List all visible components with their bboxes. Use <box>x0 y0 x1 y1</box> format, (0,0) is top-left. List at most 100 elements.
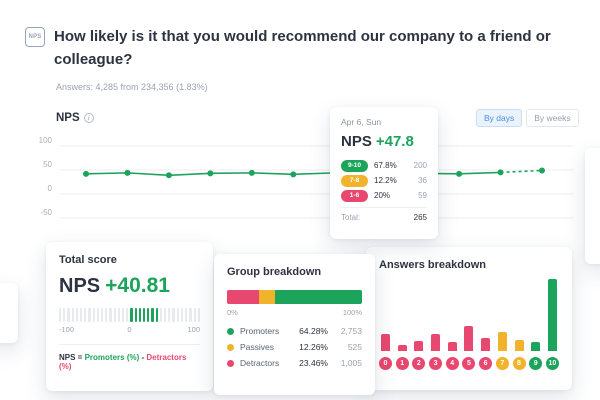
trend-title-label: NPS <box>56 112 80 124</box>
formula-lhs: NPS = <box>59 353 85 362</box>
answers-bar[interactable] <box>414 341 424 351</box>
score-circle-label: 9 <box>529 357 543 370</box>
answers-count-note: Answers: 4,285 from 234,356 (1.83%) <box>56 82 208 92</box>
answers-bar[interactable] <box>397 345 407 351</box>
formula-minus: - <box>139 353 147 362</box>
tooltip-nps-value: +47.8 <box>375 133 414 150</box>
legend-name: Promoters <box>240 326 280 336</box>
decor-card-left <box>0 283 18 343</box>
gauge-segment <box>176 308 179 322</box>
legend-name: Detractors <box>240 358 280 368</box>
group-breakdown-title: Group breakdown <box>227 266 322 278</box>
answers-bar-slot <box>513 340 526 351</box>
info-icon[interactable]: i <box>83 113 94 123</box>
answers-bar[interactable] <box>531 342 541 351</box>
legend-count: 525 <box>347 342 362 352</box>
answers-bar[interactable] <box>514 340 524 351</box>
tooltip-total-row: Total: 265 <box>341 207 427 222</box>
y-axis-tick: 50 <box>43 160 52 169</box>
legend-row-promoters: Promoters 64.28% 2,753 <box>227 326 362 336</box>
legend-count: 2,753 <box>340 326 362 336</box>
gauge-segment <box>96 308 100 322</box>
tooltip-nps-label: NPS <box>341 133 372 150</box>
range-count: 36 <box>418 176 427 185</box>
gauge-segment <box>109 308 112 322</box>
answers-bar[interactable] <box>381 334 390 351</box>
axis-min: 0% <box>227 308 238 317</box>
gauge-segment <box>84 308 87 322</box>
gauge-segment <box>63 308 66 322</box>
legend-percent: 64.28% <box>299 326 328 336</box>
group-bar-segment[interactable] <box>227 290 259 304</box>
legend-row-detractors: Detractors 23.46% 1,005 <box>227 358 362 368</box>
gauge-segment <box>71 308 74 322</box>
range-percent: 67.8% <box>374 161 397 170</box>
total-score-value: NPS +40.81 <box>59 274 200 298</box>
answers-bar-slot <box>429 334 442 351</box>
answers-bar[interactable] <box>547 279 557 351</box>
answers-bar-slot <box>379 334 392 351</box>
gauge-segment <box>180 308 184 322</box>
y-axis-tick: 0 <box>47 184 52 193</box>
gauge-segment <box>189 308 192 322</box>
trend-tooltip-card: Apr 6, Sun NPS +47.8 9-10 67.8% 200 7-8 … <box>330 107 438 239</box>
group-bar-segment[interactable] <box>275 290 362 304</box>
gauge-scale: -100 0 100 <box>59 325 200 335</box>
group-bar <box>227 290 362 304</box>
answers-bar[interactable] <box>497 332 507 351</box>
answers-breakdown-card: Answers breakdown 0 1 2 3 4 5 6 7 8 9 10 <box>366 247 572 390</box>
legend-count: 1,005 <box>340 358 362 368</box>
range-badge: 1-6 <box>341 189 368 202</box>
gauge-segment <box>117 308 121 322</box>
score-circle-label: 1 <box>395 357 409 370</box>
gauge-segment <box>193 308 196 322</box>
score-circle-label: 4 <box>445 357 459 370</box>
nps-value: +40.81 <box>105 274 170 297</box>
nps-trend-plot[interactable] <box>36 136 576 246</box>
answers-bar-slot <box>479 338 492 351</box>
score-circle-label: 7 <box>495 357 509 370</box>
divider <box>59 344 200 345</box>
answers-axis: 0 1 2 3 4 5 6 7 8 9 10 <box>379 357 559 370</box>
gauge-segment <box>185 308 188 322</box>
gauge-segment <box>59 308 62 322</box>
gauge-segment <box>197 308 200 322</box>
answers-bars <box>379 275 559 351</box>
legend-row-passives: Passives 12.26% 525 <box>227 342 362 352</box>
tooltip-row-detractors: 1-6 20% 59 <box>341 188 427 203</box>
y-axis-tick: -50 <box>40 208 52 217</box>
group-legend: Promoters 64.28% 2,753 Passives 12.26% 5… <box>227 326 362 368</box>
decor-card-right <box>585 148 600 264</box>
by-weeks-button[interactable]: By weeks <box>526 109 579 127</box>
answers-bar[interactable] <box>464 326 474 351</box>
gauge-segment <box>101 308 104 322</box>
score-circle-label: 10 <box>545 357 559 370</box>
group-bar-segment[interactable] <box>258 290 276 304</box>
answers-bar[interactable] <box>447 342 457 351</box>
range-count: 59 <box>418 191 427 200</box>
gauge-segment <box>151 308 154 322</box>
gauge-segment <box>75 308 79 322</box>
range-percent: 12.2% <box>374 176 397 185</box>
gauge-segment <box>88 308 91 322</box>
detractors-dot-icon <box>227 359 234 367</box>
total-score-title: Total score <box>59 254 117 266</box>
nps-formula: NPS = Promoters (%) - Detractors (%) <box>59 353 200 371</box>
answers-bar[interactable] <box>481 338 491 351</box>
answers-bar-slot <box>496 332 509 351</box>
score-circle-label: 2 <box>412 357 426 370</box>
range-badge: 7-8 <box>341 174 368 187</box>
gauge-segment <box>143 308 146 322</box>
nps-label: NPS <box>59 275 101 297</box>
answers-bar[interactable] <box>431 334 441 351</box>
total-label: Total: <box>341 213 361 222</box>
answers-bar-slot <box>446 342 459 351</box>
by-days-button[interactable]: By days <box>476 109 523 127</box>
total-score-card: Total score NPS +40.81 -100 0 100 NPS = … <box>46 242 213 391</box>
formula-detractors: Detractors (%) <box>59 353 187 371</box>
legend-percent: 12.26% <box>299 342 328 352</box>
gauge-segment <box>155 308 158 322</box>
gauge-segment <box>134 308 137 322</box>
range-percent: 20% <box>374 191 391 200</box>
